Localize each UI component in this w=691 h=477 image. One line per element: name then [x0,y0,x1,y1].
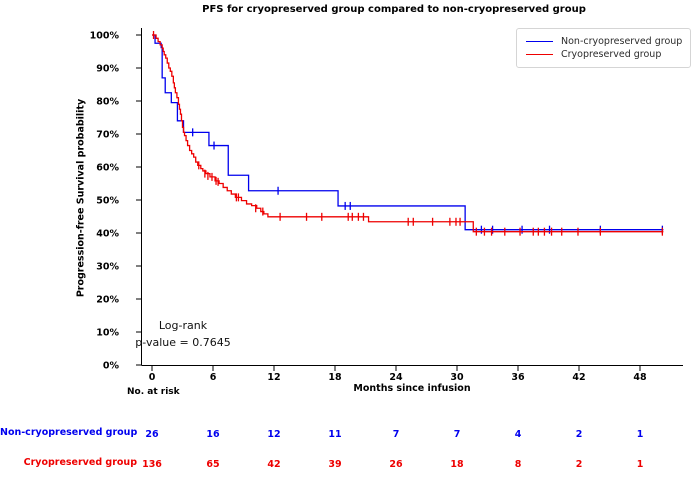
km-curve-cryopreserved [152,34,664,233]
y-tick-label: 0% [103,361,120,372]
risk-table-header: No. at risk [127,387,180,397]
x-tick-label: 30 [450,372,464,383]
risk-count: 26 [145,429,159,440]
risk-count: 11 [328,429,341,440]
y-tick-label: 40% [96,229,119,240]
legend-line-icon-blue [526,40,553,42]
y-axis-label: Progression-free Survival probability [75,98,87,298]
legend-line-icon-red [526,54,553,55]
risk-count: 2 [576,459,583,470]
risk-count: 8 [515,459,522,470]
y-tick-label: 90% [96,64,119,75]
y-tick-label: 60% [96,163,119,174]
risk-count: 12 [267,429,280,440]
y-tick-label: 100% [90,31,120,42]
x-tick-label: 18 [328,372,342,383]
legend-item-non-cryopreserved: Non-cryopreserved group [526,36,682,47]
x-tick-label: 6 [210,372,217,383]
x-tick-label: 24 [389,372,403,383]
x-tick-label: 0 [149,372,156,383]
logrank-annotation: Log-rank p-value = 0.7645 [128,317,238,351]
x-tick-label: 42 [572,372,585,383]
y-tick-label: 50% [96,196,119,207]
risk-count: 7 [454,429,461,440]
y-tick-label: 80% [96,97,119,108]
y-tick-label: 10% [96,328,119,339]
risk-count: 1 [637,459,644,470]
risk-count: 18 [450,459,464,470]
km-curve-non-cryopreserved [152,34,664,231]
x-tick-label: 48 [633,372,647,383]
risk-row-label-non-cryopreserved: Non-cryopreserved group [0,427,138,438]
risk-count: 4 [515,429,522,440]
risk-count: 136 [142,459,162,470]
legend-label: Non-cryopreserved group [561,35,683,47]
risk-row-label-cryopreserved: Cryopreserved group [23,457,137,468]
legend-item-cryopreserved: Cryopreserved group [526,49,682,60]
logrank-annotation-line1: Log-rank [158,319,208,332]
x-tick-label: 36 [511,372,525,383]
risk-count: 65 [206,459,219,470]
risk-count: 7 [393,429,400,440]
y-tick-label: 20% [96,295,119,306]
x-tick-label: 12 [267,372,280,383]
risk-count: 1 [637,429,644,440]
risk-count: 39 [328,459,341,470]
risk-count: 26 [389,459,403,470]
risk-count: 42 [267,459,280,470]
legend: Non-cryopreserved group Cryopreserved gr… [516,28,691,68]
logrank-annotation-line2: p-value = 0.7645 [135,336,231,349]
risk-count: 16 [206,429,220,440]
x-axis-label: Months since infusion [353,383,471,394]
chart-title: PFS for cryopreserved group compared to … [202,4,586,15]
y-tick-label: 70% [96,130,119,141]
risk-count: 2 [576,429,583,440]
y-tick-label: 30% [96,262,119,273]
legend-label: Cryopreserved group [561,49,662,60]
